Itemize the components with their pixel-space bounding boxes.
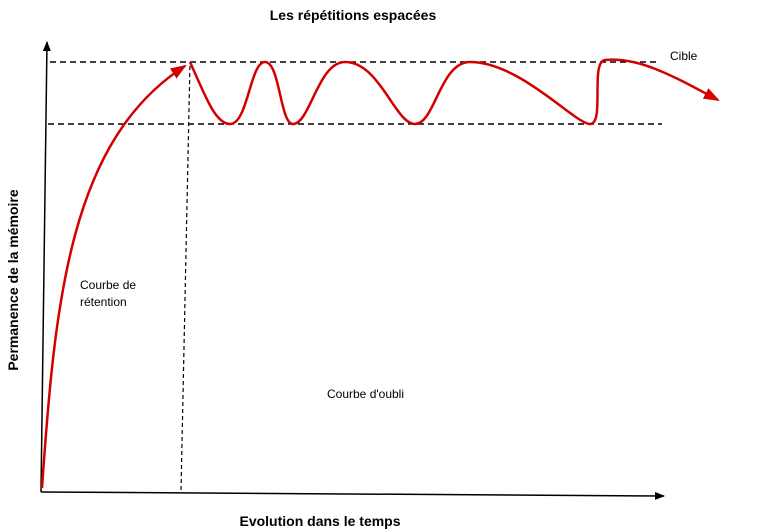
- retention-curve: [40, 64, 187, 489]
- x-axis-label: Evolution dans le temps: [239, 513, 400, 529]
- forgetting-curve: [188, 58, 720, 126]
- retention-label: Courbe de: [80, 278, 136, 292]
- divider-line: [180, 61, 191, 491]
- target-label: Cible: [670, 49, 698, 63]
- y-axis: [40, 41, 51, 493]
- y-axis-label: Permanence de la mémoire: [5, 189, 21, 371]
- retention-label: rétention: [80, 295, 127, 309]
- x-axis: [40, 491, 665, 500]
- forgetting-label: Courbe d'oubli: [327, 387, 404, 401]
- title: Les répétitions espacées: [270, 7, 437, 23]
